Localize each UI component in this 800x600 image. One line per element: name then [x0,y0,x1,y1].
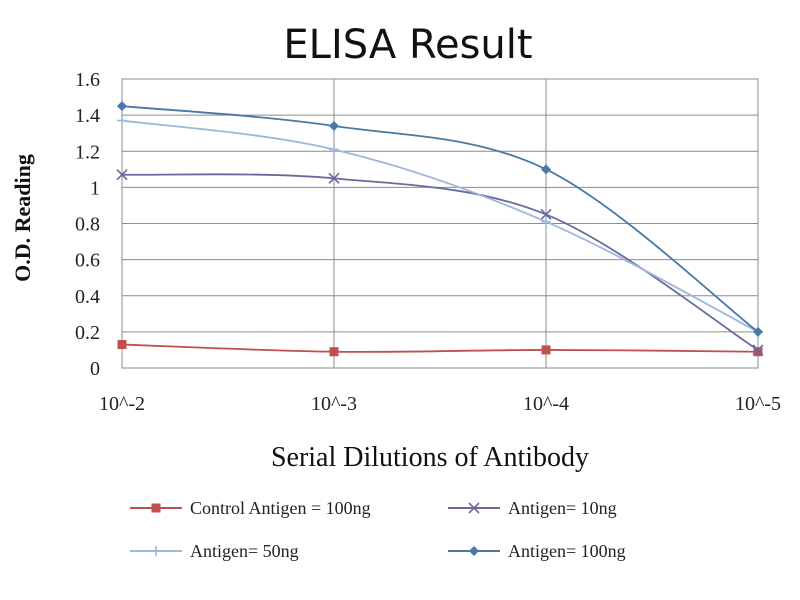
series-line [121,119,759,333]
data-point [540,208,552,221]
legend-label: Antigen= 10ng [508,498,617,518]
series-2 [116,169,764,356]
legend-label: Control Antigen = 100ng [190,498,371,518]
y-tick-label: 0.4 [75,286,100,308]
data-point [541,164,551,175]
series-line [121,343,759,353]
grid-lines [121,78,759,369]
data-point [117,101,127,112]
y-tick-label: 1 [90,177,100,199]
data-point [753,347,763,357]
series-line [121,105,759,333]
y-axis-label: O.D. Reading [10,154,35,282]
legend-item: Control Antigen = 100ng [130,498,371,518]
x-tick-label: 10^-5 [735,393,781,415]
data-point [116,169,128,181]
data-point [752,344,764,356]
y-tick-label: 0.8 [75,214,100,236]
data-point [329,347,339,357]
y-tick-labels: 0 0.2 0.4 0.6 0.8 1 1.2 1.4 1.6 [75,69,100,380]
y-tick-label: 0 [90,358,100,380]
legend-marker [469,546,479,556]
x-tick-label: 10^-3 [311,393,357,415]
y-tick-label: 0.6 [75,250,100,272]
series-1 [117,340,763,357]
legend-marker [151,546,161,556]
plot-border [121,78,759,369]
data-point [541,345,551,355]
data-point [117,115,127,126]
data-point [541,216,551,227]
plot-series [116,101,764,357]
data-point [753,326,763,337]
y-tick-label: 1.2 [75,141,100,163]
series-4 [117,101,763,337]
data-point [329,120,339,131]
legend-item: Antigen= 10ng [448,498,617,518]
legend-label: Antigen= 100ng [508,541,626,561]
y-tick-label: 1.6 [75,69,100,91]
legend-item: Antigen= 100ng [448,541,626,561]
series-3 [117,115,763,337]
legend-marker [151,503,161,513]
data-point [328,172,340,184]
x-tick-labels: 10^-2 10^-3 10^-4 10^-5 [99,393,781,415]
series-line [121,173,759,351]
x-tick-label: 10^-4 [523,393,569,415]
x-tick-label: 10^-2 [99,393,145,415]
y-tick-label: 0.2 [75,322,100,344]
chart-title: ELISA Result [283,22,532,68]
legend-label: Antigen= 50ng [190,541,299,561]
data-point [117,340,127,350]
data-point [329,144,339,155]
legend: Control Antigen = 100ng Antigen= 10ng Anti… [130,498,626,561]
legend-item: Antigen= 50ng [130,541,299,561]
x-axis-label: Serial Dilutions of Antibody [271,442,589,473]
legend-marker [468,502,480,514]
y-tick-label: 1.4 [75,105,100,127]
